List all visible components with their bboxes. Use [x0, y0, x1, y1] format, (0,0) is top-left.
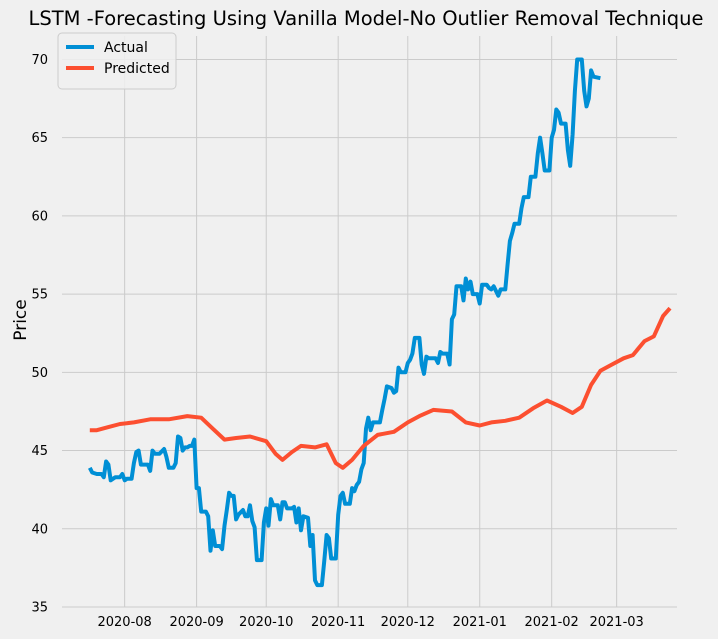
- y-tick-label: 60: [31, 209, 48, 224]
- x-tick-label: 2020-11: [311, 615, 365, 630]
- y-tick-label: 40: [31, 522, 48, 537]
- legend-label-actual: Actual: [104, 40, 148, 56]
- series-line-actual: [88, 57, 601, 588]
- y-tick-label: 65: [31, 131, 48, 146]
- y-tick-label: 50: [31, 366, 48, 381]
- y-tick-label: 70: [31, 53, 48, 68]
- y-tick-label: 45: [31, 444, 48, 459]
- x-tick-label: 2021-01: [453, 615, 507, 630]
- x-tick-label: 2021-03: [589, 615, 643, 630]
- x-tick-label: 2021-02: [525, 615, 579, 630]
- grid-layer: [62, 36, 677, 608]
- y-axis-label: Price: [11, 299, 31, 340]
- chart-title: LSTM -Forecasting Using Vanilla Model-No…: [29, 7, 704, 30]
- tick-layer: 35 40 45 50 55 60 65 70 2020-08 2020-09 2020-10 202…: [31, 53, 643, 630]
- legend-label-predicted: Predicted: [104, 61, 170, 77]
- series-line-predicted: [89, 306, 672, 470]
- x-tick-label: 2020-08: [97, 615, 151, 630]
- series-layer: [88, 57, 672, 588]
- x-tick-label: 2020-09: [169, 615, 223, 630]
- legend: Actual Predicted: [57, 32, 177, 90]
- y-tick-label: 35: [31, 601, 48, 616]
- y-tick-label: 55: [31, 288, 48, 303]
- x-tick-label: 2020-10: [239, 615, 293, 630]
- x-tick-label: 2020-12: [381, 615, 435, 630]
